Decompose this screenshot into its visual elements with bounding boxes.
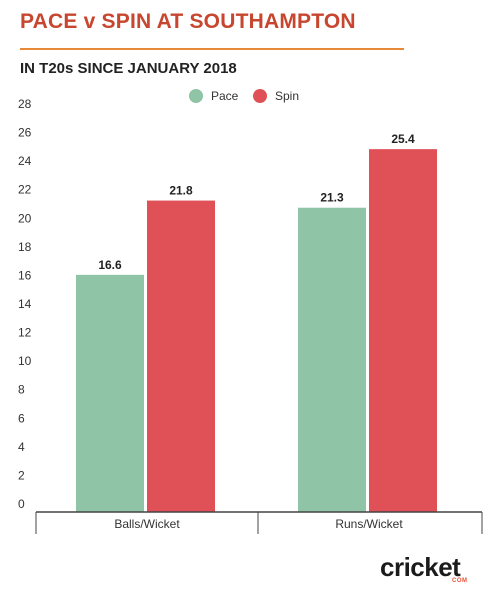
y-tick-label: 14 (18, 297, 32, 311)
y-tick-label: 4 (18, 440, 25, 454)
y-tick-label: 28 (18, 97, 32, 111)
logo-subtext: COM (452, 578, 468, 584)
cricket-com-logo: cricket (380, 552, 461, 583)
data-label: 21.8 (169, 184, 193, 198)
bar-pace (298, 207, 366, 512)
y-tick-label: 10 (18, 354, 32, 368)
y-tick-label: 16 (18, 268, 32, 282)
y-tick-label: 6 (18, 411, 25, 425)
x-tick-label: Balls/Wicket (114, 517, 180, 531)
bar-pace (76, 274, 144, 512)
data-label: 25.4 (391, 132, 415, 146)
chart-subtitle: IN T20s SINCE JANUARY 2018 (20, 60, 237, 77)
y-tick-label: 0 (18, 497, 25, 511)
x-tick-label: Runs/Wicket (335, 517, 403, 531)
logo-text: cricket (380, 552, 461, 582)
y-tick-label: 8 (18, 383, 25, 397)
legend-swatch (189, 89, 203, 103)
y-tick-label: 22 (18, 183, 32, 197)
y-tick-label: 20 (18, 211, 32, 225)
y-tick-label: 2 (18, 468, 25, 482)
y-tick-label: 12 (18, 326, 32, 340)
y-tick-label: 26 (18, 126, 32, 140)
bar-spin (147, 200, 215, 513)
title-underline (20, 48, 404, 50)
bar-spin (369, 149, 437, 512)
y-tick-label: 18 (18, 240, 32, 254)
legend-label: Spin (275, 89, 299, 103)
chart-title: PACE v SPIN AT SOUTHAMPTON (20, 10, 356, 33)
data-label: 21.3 (320, 191, 344, 205)
legend-swatch (253, 89, 267, 103)
legend-label: Pace (211, 89, 239, 103)
data-label: 16.6 (98, 258, 122, 272)
y-tick-label: 24 (18, 154, 32, 168)
